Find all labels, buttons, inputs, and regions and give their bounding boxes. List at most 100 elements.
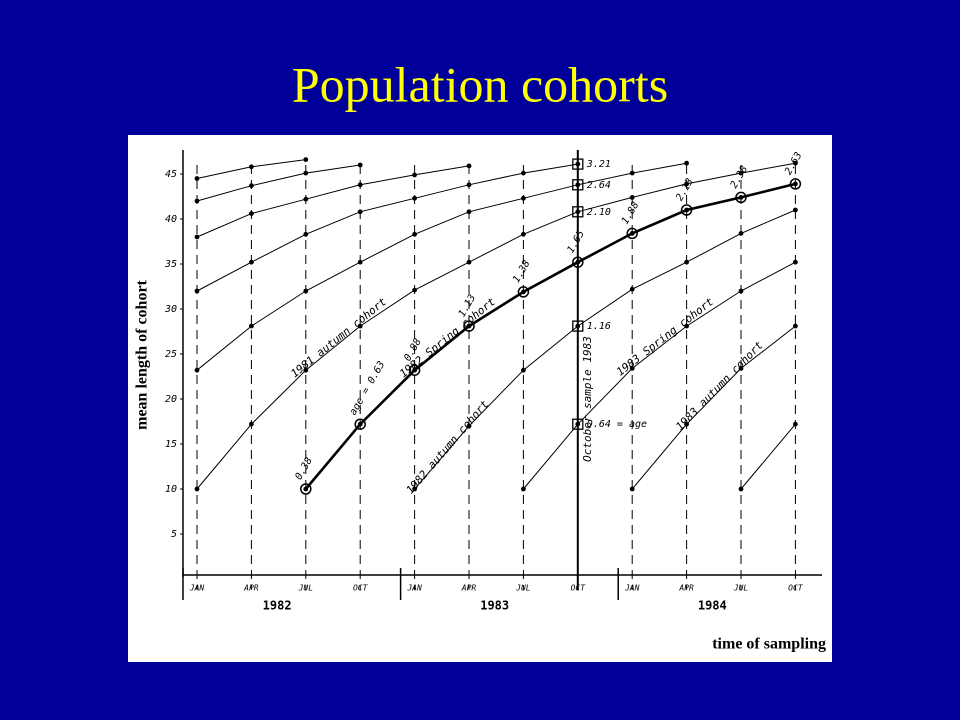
point bbox=[357, 182, 363, 188]
point bbox=[684, 160, 689, 166]
year-label: 1984 bbox=[698, 599, 727, 613]
y-tick-label: 40 bbox=[165, 214, 177, 225]
cohort-line bbox=[196, 164, 361, 202]
point bbox=[521, 486, 526, 492]
point bbox=[249, 323, 254, 329]
y-tick-label: 35 bbox=[164, 259, 177, 270]
point bbox=[793, 421, 798, 427]
point bbox=[303, 288, 309, 294]
point bbox=[412, 367, 417, 373]
point bbox=[793, 160, 798, 166]
age-label: 3.21 bbox=[586, 159, 611, 170]
y-tick-label: 15 bbox=[165, 439, 177, 450]
point bbox=[575, 323, 581, 329]
cohort-line bbox=[414, 209, 796, 490]
point bbox=[357, 209, 363, 215]
sample-square bbox=[572, 206, 584, 218]
cohort-line bbox=[196, 163, 578, 292]
point bbox=[357, 323, 363, 329]
point bbox=[738, 231, 744, 236]
point bbox=[249, 421, 254, 427]
point bbox=[521, 231, 526, 237]
point bbox=[466, 259, 472, 265]
point bbox=[303, 196, 309, 202]
point bbox=[793, 323, 798, 329]
point bbox=[575, 182, 581, 188]
point bbox=[194, 234, 200, 240]
point bbox=[194, 176, 200, 181]
point bbox=[738, 195, 744, 200]
point bbox=[738, 486, 744, 492]
point bbox=[357, 259, 363, 265]
y-tick-label: 45 bbox=[165, 169, 177, 180]
point-ring bbox=[680, 204, 693, 216]
point bbox=[194, 198, 200, 204]
point bbox=[521, 367, 526, 373]
point-ring bbox=[626, 227, 638, 240]
y-tick-label: 30 bbox=[164, 304, 177, 315]
point bbox=[629, 366, 635, 371]
y-tick-label: 25 bbox=[165, 349, 177, 360]
cohort-line bbox=[631, 325, 796, 490]
x-tick-label: OCT bbox=[788, 584, 804, 593]
point-ring bbox=[300, 483, 312, 495]
x-tick-label: OCT bbox=[353, 584, 369, 593]
age-label: 1.16 bbox=[587, 321, 611, 332]
cohort-line bbox=[523, 261, 796, 490]
point bbox=[412, 195, 417, 201]
point-ring bbox=[735, 191, 747, 204]
point bbox=[249, 211, 254, 217]
point bbox=[249, 183, 254, 189]
point bbox=[466, 423, 472, 429]
y-tick-label: 20 bbox=[165, 394, 177, 405]
point bbox=[466, 163, 472, 169]
age-label: 0.64 = age bbox=[587, 419, 647, 430]
point bbox=[412, 172, 417, 178]
point bbox=[412, 231, 417, 237]
point bbox=[793, 207, 798, 213]
point bbox=[793, 181, 798, 187]
point bbox=[629, 486, 635, 492]
point-ring bbox=[572, 256, 584, 268]
point bbox=[684, 259, 689, 265]
point bbox=[303, 157, 309, 163]
y-tick-label: 5 bbox=[171, 529, 177, 540]
sample-square bbox=[572, 158, 584, 170]
point bbox=[303, 367, 309, 373]
point bbox=[521, 195, 526, 201]
point-ring bbox=[354, 418, 366, 430]
cohort-line bbox=[304, 182, 796, 490]
age-label: 2.10 bbox=[587, 207, 611, 218]
chart-title: Population cohorts bbox=[292, 56, 668, 112]
cohort-line bbox=[196, 165, 470, 238]
point bbox=[521, 289, 526, 295]
point bbox=[303, 231, 309, 237]
age-label: 2.64 bbox=[587, 180, 611, 191]
sample-square bbox=[572, 179, 584, 191]
point bbox=[793, 259, 798, 265]
point bbox=[194, 288, 200, 294]
point bbox=[575, 421, 581, 427]
cohort-line bbox=[196, 162, 796, 490]
point bbox=[629, 231, 635, 236]
cohort-line bbox=[196, 162, 687, 371]
year-label: 1983 bbox=[480, 599, 509, 613]
point bbox=[738, 170, 744, 176]
point bbox=[575, 161, 581, 167]
point bbox=[194, 367, 200, 373]
point bbox=[466, 209, 472, 215]
y-tick-label: 10 bbox=[165, 484, 177, 495]
year-label: 1982 bbox=[263, 599, 292, 613]
point bbox=[738, 288, 744, 294]
point-ring bbox=[517, 286, 530, 298]
point bbox=[684, 323, 689, 329]
point bbox=[629, 170, 635, 176]
point bbox=[684, 181, 689, 187]
point bbox=[466, 323, 472, 329]
point bbox=[357, 162, 363, 168]
point-ring bbox=[408, 364, 421, 376]
point bbox=[684, 421, 689, 427]
plot-panel bbox=[128, 135, 832, 662]
